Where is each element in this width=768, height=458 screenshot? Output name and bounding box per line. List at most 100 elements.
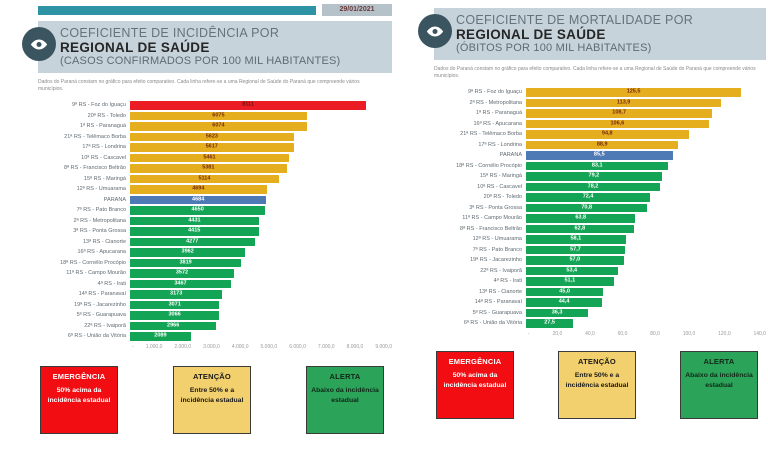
bar-atencao: 106,6 — [526, 119, 709, 128]
bar-value-label: 57,0 — [569, 256, 581, 263]
bar-alerta: 3071 — [130, 300, 220, 309]
row-label: 15ª RS - Maringá — [479, 173, 522, 180]
bar-alerta: 3572 — [130, 269, 234, 278]
bar-value-label: 4684 — [192, 196, 205, 202]
bar-value-label: 36,3 — [551, 309, 563, 315]
axis-tick: 4.000,0 — [231, 343, 249, 350]
bar-track: 83,1 — [526, 161, 766, 170]
chart-row: 5ª RS - Guarapuava 36,3 — [428, 308, 766, 319]
row-label: 1ª RS - Paranaguá — [475, 110, 522, 117]
bar-track: 4431 — [130, 216, 392, 225]
bar-alerta: 44,4 — [526, 298, 603, 307]
incidence-chart: 9ª RS - Foz do Iguaçu 8111 20ª RS - Toledo… — [32, 100, 392, 352]
chart-row: 21ª RS - Telêmaco Borba 5623 — [32, 132, 392, 143]
bar-atencao: 5114 — [130, 174, 279, 183]
bar-value-label: 125,5 — [626, 88, 641, 95]
axis-tick: 7.000,0 — [317, 343, 335, 350]
chart-row: 2ª RS - Metropolitana 4431 — [32, 216, 392, 227]
bar-alerta: 4277 — [130, 237, 255, 246]
bar-track: 113,9 — [526, 98, 766, 107]
bar-track: 70,8 — [526, 203, 766, 212]
row-label: 4ª RS - Irati — [97, 280, 126, 287]
x-axis: - 20,0 40,0 60,0 80,0 100,0 120,0 140,0 — [528, 331, 766, 339]
bar-track: 3572 — [130, 269, 392, 278]
bar-value-label: 4277 — [186, 238, 199, 244]
row-label: 3ª RS - Ponta Grossa — [469, 204, 522, 211]
bar-track: 125,5 — [526, 88, 766, 97]
bar-value-label: 5461 — [203, 154, 216, 160]
chart-rows: 9ª RS - Foz do Iguaçu 125,5 2ª RS - Metrop… — [428, 87, 766, 329]
chart-row: 12ª RS - Umuarama 4694 — [32, 184, 392, 195]
bar-atencao: 5623 — [130, 132, 294, 141]
legend-title: ATENÇÃO — [578, 356, 616, 366]
chart-row: 19ª RS - Jacarezinho 3071 — [32, 300, 392, 311]
row-label: 12ª RS - Umuarama — [76, 186, 126, 193]
bar-atencao: 5461 — [130, 153, 289, 162]
bar-atencao: 6074 — [130, 122, 307, 131]
legend-box-atencao: ATENÇÃO Entre 50% e a incidência estadual — [173, 365, 251, 434]
row-label: 7ª RS - Pato Branco — [76, 207, 126, 214]
bar-value-label: 53,4 — [566, 267, 578, 273]
chart-row: 22ª RS - Ivaiporã 53,4 — [428, 266, 766, 277]
legend-box-alerta: ALERTA Abaixo da incidência estadual — [306, 365, 384, 434]
chart-row: 14ª RS - Paranavaí 44,4 — [428, 297, 766, 308]
row-label: 4ª RS - Irati — [493, 278, 522, 285]
bar-track: 3071 — [130, 300, 392, 309]
legend-body: Entre 50% e a incidência estadual — [565, 371, 629, 390]
bar-track: 5381 — [130, 164, 392, 173]
legend-box-emergencia: EMERGÊNCIA 50% acima da incidência estadu… — [40, 365, 118, 434]
chart-row: 14ª RS - Paranavaí 3173 — [32, 289, 392, 300]
row-label: 14ª RS - Paranavaí — [78, 291, 126, 298]
legend-title: EMERGÊNCIA — [52, 371, 106, 381]
bar-value-label: 79,2 — [588, 172, 600, 179]
bar-track: 3066 — [130, 311, 392, 320]
row-label: 5ª RS - Guarapuava — [472, 309, 522, 316]
chart-row: 12ª RS - Umuarama 58,1 — [428, 234, 766, 245]
bar-value-label: 5114 — [198, 175, 211, 181]
bar-alerta: 62,8 — [526, 224, 634, 233]
bar-value-label: 62,8 — [574, 225, 586, 231]
incidence-header: COEFICIENTE DE INCIDÊNCIA POR REGIONAL D… — [22, 21, 392, 73]
bar-alerta: 2089 — [130, 332, 191, 341]
bar-value-label: 3467 — [174, 280, 187, 286]
panel-incidence: 29/01/2021 COEFICIENTE DE INCIDÊNCIA POR… — [22, 4, 392, 434]
bar-value-label: 5623 — [205, 133, 218, 139]
chart-row: 11ª RS - Campo Mourão 3572 — [32, 268, 392, 279]
bar-value-label: 88,9 — [596, 141, 608, 147]
date-badge: 29/01/2021 — [322, 4, 392, 16]
bar-value-label: 6074 — [212, 122, 225, 129]
bar-track: 57,7 — [526, 245, 766, 254]
bar-value-label: 3173 — [170, 290, 183, 297]
bar-track: 45,0 — [526, 287, 766, 296]
bar-value-label: 5617 — [205, 143, 218, 150]
chart-row: 7ª RS - Pato Branco 57,7 — [428, 245, 766, 256]
bar-alerta: 3173 — [130, 290, 223, 299]
axis-tick: 1.000,0 — [145, 343, 163, 350]
chart-row: 19ª RS - Jacarezinho 57,0 — [428, 255, 766, 266]
row-label: 6ª RS - União da Vitória — [463, 320, 522, 327]
bar-atencao: 88,9 — [526, 140, 679, 149]
bar-track: 58,1 — [526, 235, 766, 244]
bar-alerta: 45,0 — [526, 287, 604, 296]
mortality-legend-row: EMERGÊNCIA 50% acima da incidência estadu… — [434, 350, 760, 419]
chart-row: 2ª RS - Metropolitana 113,9 — [428, 98, 766, 109]
bar-track: 6075 — [130, 111, 392, 120]
incidence-title-line2: REGIONAL DE SAÚDE — [60, 40, 210, 55]
chart-row: 13ª RS - Cianorte 45,0 — [428, 287, 766, 298]
chart-row: PARANÁ 4684 — [32, 195, 392, 206]
row-label: PARANÁ — [499, 152, 522, 159]
chart-row: 20ª RS - Toledo 72,4 — [428, 192, 766, 203]
bar-alerta: 3819 — [130, 258, 242, 267]
bar-alerta: 36,3 — [526, 308, 589, 317]
bar-value-label: 58,1 — [570, 235, 582, 242]
chart-row: 9ª RS - Foz do Iguaçu 125,5 — [428, 87, 766, 98]
row-label: 7ª RS - Pato Branco — [472, 246, 522, 253]
row-label: 10ª RS - Cascavel — [81, 154, 126, 161]
chart-row: 1ª RS - Paranaguá 108,7 — [428, 108, 766, 119]
bar-alerta: 51,1 — [526, 277, 614, 286]
mortality-title-line2: REGIONAL DE SAÚDE — [456, 27, 606, 42]
chart-row: 18ª RS - Cornélio Procópio 3819 — [32, 258, 392, 269]
bar-atencao: 6075 — [130, 111, 307, 120]
row-label: 19ª RS - Jacarezinho — [74, 301, 126, 308]
